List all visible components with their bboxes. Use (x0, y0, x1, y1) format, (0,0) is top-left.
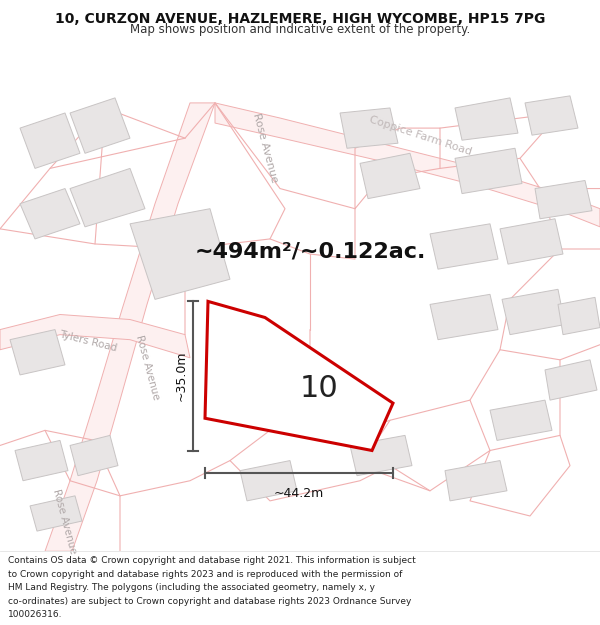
Text: Contains OS data © Crown copyright and database right 2021. This information is : Contains OS data © Crown copyright and d… (8, 556, 416, 566)
Polygon shape (45, 103, 215, 551)
Polygon shape (340, 108, 398, 148)
Text: 10: 10 (299, 374, 338, 402)
Polygon shape (70, 168, 145, 227)
Text: Coppice Farm Road: Coppice Farm Road (368, 115, 472, 158)
Text: Rose Avenue: Rose Avenue (52, 488, 79, 554)
Polygon shape (10, 329, 65, 375)
Polygon shape (0, 314, 190, 358)
Polygon shape (430, 224, 498, 269)
Polygon shape (545, 360, 597, 400)
Polygon shape (558, 298, 600, 334)
Text: ~44.2m: ~44.2m (274, 487, 324, 500)
Polygon shape (20, 189, 80, 239)
Text: ~35.0m: ~35.0m (175, 351, 188, 401)
Text: co-ordinates) are subject to Crown copyright and database rights 2023 Ordnance S: co-ordinates) are subject to Crown copyr… (8, 597, 411, 606)
Text: Rose Avenue: Rose Avenue (134, 334, 161, 401)
Polygon shape (502, 289, 565, 334)
Polygon shape (70, 98, 130, 153)
Polygon shape (215, 103, 600, 227)
Text: ~494m²/~0.122ac.: ~494m²/~0.122ac. (194, 241, 425, 261)
Polygon shape (360, 153, 420, 199)
Polygon shape (500, 219, 563, 264)
Polygon shape (240, 461, 297, 501)
Polygon shape (430, 294, 498, 339)
Polygon shape (455, 148, 522, 194)
Polygon shape (20, 113, 80, 168)
Polygon shape (130, 209, 230, 299)
Polygon shape (350, 436, 412, 476)
Polygon shape (455, 98, 518, 140)
Polygon shape (205, 301, 393, 451)
Text: 10, CURZON AVENUE, HAZLEMERE, HIGH WYCOMBE, HP15 7PG: 10, CURZON AVENUE, HAZLEMERE, HIGH WYCOM… (55, 12, 545, 26)
Text: to Crown copyright and database rights 2023 and is reproduced with the permissio: to Crown copyright and database rights 2… (8, 570, 402, 579)
Polygon shape (15, 441, 68, 481)
Text: Map shows position and indicative extent of the property.: Map shows position and indicative extent… (130, 22, 470, 36)
Text: HM Land Registry. The polygons (including the associated geometry, namely x, y: HM Land Registry. The polygons (includin… (8, 583, 375, 592)
Text: 100026316.: 100026316. (8, 611, 62, 619)
Polygon shape (490, 400, 552, 441)
Polygon shape (30, 496, 82, 531)
Polygon shape (70, 436, 118, 476)
Polygon shape (445, 461, 507, 501)
Text: Rose Avenue: Rose Avenue (251, 112, 279, 184)
Polygon shape (535, 181, 592, 219)
Polygon shape (525, 96, 578, 135)
Text: Tylers Road: Tylers Road (58, 329, 118, 354)
